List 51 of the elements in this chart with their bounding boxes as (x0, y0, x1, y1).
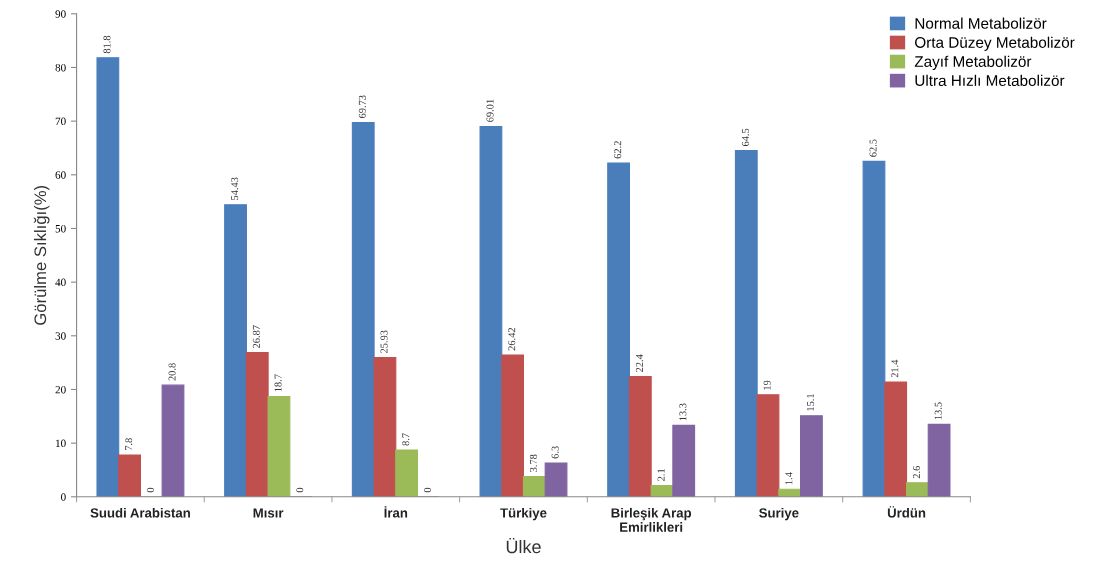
data-label: 21.4 (891, 359, 899, 378)
data-label: 20.8 (168, 363, 176, 381)
data-label: 54.43 (231, 177, 239, 200)
data-label: 2.6 (913, 465, 921, 479)
data-label: 64.5 (741, 128, 749, 147)
y-tick-label: 50 (55, 224, 66, 233)
y-tick-label: 70 (55, 117, 66, 126)
x-tick-label: Suudi Arabistan (90, 507, 190, 518)
data-label: 0 (146, 487, 154, 493)
data-label: 6.3 (551, 446, 559, 459)
data-label: 2.1 (657, 468, 665, 481)
data-label: 26.42 (508, 327, 516, 351)
x-tick-label: Türkiye (500, 507, 547, 521)
data-label: 1.4 (785, 472, 793, 485)
legend-label: Orta Düzey Metabolizör (915, 36, 1075, 51)
y-axis-title: Görülme Sıklığı(%) (33, 185, 50, 325)
x-tick-label: Mısır (253, 508, 284, 518)
x-tick-label: Suriye (759, 507, 799, 521)
data-label: 22.4 (635, 354, 643, 372)
legend-label: Normal Metabolizör (915, 17, 1047, 29)
data-label: 25.93 (380, 330, 388, 354)
y-tick-label: 40 (55, 278, 66, 287)
data-label: 0 (296, 487, 304, 493)
data-label: 69.01 (486, 99, 494, 122)
x-tick-label: Ürdün (887, 506, 926, 518)
data-label: 18.7 (274, 374, 282, 392)
y-tick-label: 80 (55, 63, 66, 72)
data-label: 62.2 (614, 141, 622, 159)
legend-label: Ultra Hızlı Metabolizör (915, 74, 1065, 87)
data-label: 13.5 (934, 402, 942, 420)
data-label: 62.5 (869, 139, 877, 157)
data-label: 19 (763, 380, 771, 390)
y-tick-label: 60 (55, 171, 66, 179)
x-tick-label: İran (384, 506, 408, 518)
data-label: 7.8 (125, 438, 133, 451)
data-label: 81.8 (103, 35, 111, 54)
data-label: 13.3 (679, 403, 687, 421)
data-label: 15.1 (807, 393, 815, 411)
data-label: 69.73 (358, 95, 366, 118)
y-tick-label: 0 (61, 493, 66, 501)
legend-label: Zayıf Metabolizör (914, 55, 1032, 70)
y-tick-label: 10 (56, 439, 66, 448)
y-tick-label: 30 (55, 332, 66, 340)
x-axis-title: Ülke (506, 537, 541, 554)
y-tick-label: 90 (55, 10, 66, 18)
data-label: 3.78 (529, 454, 537, 472)
x-tick-label: Birleşik Arap Emirlikleri (611, 507, 692, 532)
data-label: 8.7 (402, 433, 410, 446)
data-label: 0 (423, 487, 431, 493)
y-tick-label: 20 (55, 385, 66, 394)
data-label: 26.87 (252, 325, 260, 348)
